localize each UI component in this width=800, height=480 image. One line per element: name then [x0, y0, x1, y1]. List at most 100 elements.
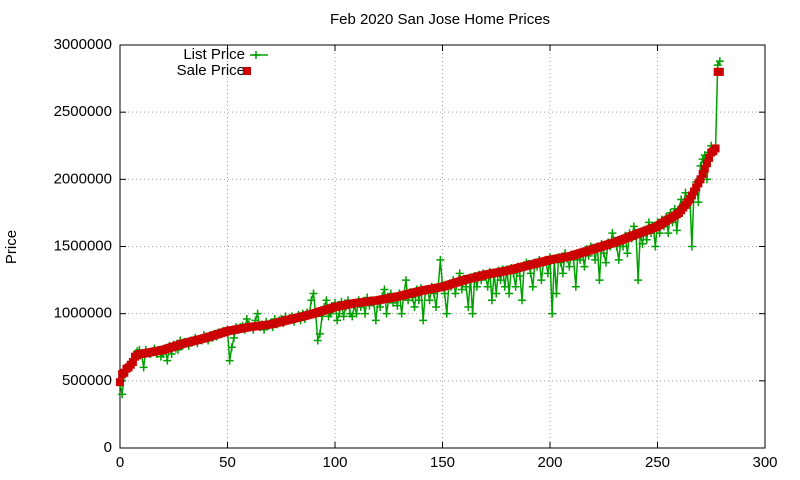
point [410, 302, 419, 311]
x-tick-label: 250 [645, 454, 670, 471]
point [552, 289, 561, 298]
x-tick-label: 300 [752, 454, 777, 471]
y-tick-label: 1500000 [54, 237, 112, 254]
y-tick-label: 3000000 [54, 36, 112, 53]
point [642, 235, 651, 244]
point [313, 336, 322, 345]
point [315, 329, 324, 338]
point [464, 302, 473, 311]
point [634, 276, 643, 285]
point [442, 309, 451, 318]
y-tick-label: 0 [104, 439, 112, 456]
point [139, 363, 148, 372]
point [492, 289, 501, 298]
point [526, 269, 535, 278]
point [455, 269, 464, 278]
point [487, 296, 496, 305]
x-tick-label: 150 [430, 454, 455, 471]
point [462, 282, 471, 291]
point [705, 153, 714, 162]
point [414, 296, 423, 305]
legend-swatch [252, 51, 260, 59]
point [120, 368, 129, 377]
point [700, 164, 709, 173]
point [638, 239, 647, 248]
point [496, 276, 505, 285]
point [163, 356, 172, 365]
point [608, 229, 617, 238]
point [664, 229, 673, 238]
point [128, 358, 137, 367]
plot-border [119, 44, 766, 449]
point [397, 309, 406, 318]
point [537, 276, 546, 285]
point [698, 169, 707, 178]
point [601, 258, 610, 267]
point [696, 175, 705, 184]
point [543, 269, 552, 278]
point [242, 315, 251, 324]
point [436, 255, 445, 264]
point [468, 309, 477, 318]
point [580, 262, 589, 271]
point [401, 276, 410, 285]
point [558, 269, 567, 278]
point [253, 309, 262, 318]
point [511, 282, 520, 291]
y-tick-label: 500000 [62, 372, 112, 389]
point [309, 289, 318, 298]
point [380, 285, 389, 294]
point [715, 67, 724, 76]
point [229, 333, 238, 342]
point [694, 198, 703, 207]
point [371, 316, 380, 325]
point [651, 242, 660, 251]
x-tick-label: 50 [219, 454, 236, 471]
y-tick-label: 1000000 [54, 305, 112, 322]
point [376, 302, 385, 311]
point [715, 57, 724, 66]
point [333, 316, 342, 325]
x-tick-label: 0 [116, 454, 124, 471]
point [702, 159, 711, 168]
point [623, 249, 632, 258]
point [565, 262, 574, 271]
point [515, 272, 524, 281]
point [451, 289, 460, 298]
x-tick-label: 100 [322, 454, 347, 471]
point [672, 226, 681, 235]
point [687, 191, 696, 200]
point [614, 255, 623, 264]
point [483, 282, 492, 291]
point [348, 312, 357, 321]
point [548, 309, 557, 318]
point [335, 309, 344, 318]
point [500, 282, 509, 291]
point [690, 187, 699, 196]
point [322, 296, 331, 305]
point [361, 309, 370, 318]
series-line [119, 60, 721, 395]
point [339, 312, 348, 321]
point [352, 309, 361, 318]
legend-label: List Price [183, 46, 245, 63]
point [118, 390, 127, 399]
point [713, 61, 722, 70]
y-tick-label: 2500000 [54, 103, 112, 120]
point [595, 276, 604, 285]
point [655, 229, 664, 238]
point [472, 282, 481, 291]
point [571, 282, 580, 291]
point [393, 301, 402, 310]
point [518, 296, 527, 305]
point [685, 195, 694, 204]
point [692, 183, 701, 192]
point [629, 222, 638, 231]
point [440, 289, 449, 298]
point [419, 316, 428, 325]
point [457, 285, 466, 294]
point [307, 296, 316, 305]
point [116, 378, 124, 387]
point [694, 179, 703, 188]
point [687, 242, 696, 251]
